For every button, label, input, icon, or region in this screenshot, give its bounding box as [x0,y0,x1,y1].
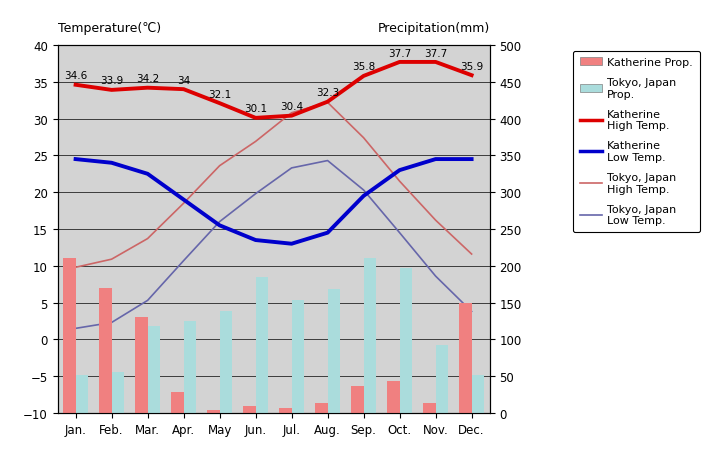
Text: 32.3: 32.3 [316,88,339,98]
Text: 33.9: 33.9 [100,76,123,86]
Text: 35.9: 35.9 [460,62,483,72]
Bar [315,403,328,413]
Bar [184,321,196,413]
Bar [436,345,448,413]
Bar [171,392,184,413]
Text: 30.4: 30.4 [280,102,303,112]
Bar [387,381,400,413]
Bar [423,403,436,413]
Text: 32.1: 32.1 [208,90,231,100]
Text: 30.1: 30.1 [244,104,267,114]
Text: 37.7: 37.7 [388,48,411,58]
Bar [459,303,472,413]
Bar [351,386,364,413]
Text: 34.6: 34.6 [64,71,87,81]
Bar [135,318,148,413]
Text: 34: 34 [177,76,190,85]
Bar [99,288,112,413]
Bar [243,406,256,413]
Bar [328,290,340,413]
Bar [220,312,232,413]
Text: 37.7: 37.7 [424,48,447,58]
Bar [400,269,412,413]
Text: Temperature(℃): Temperature(℃) [58,22,161,35]
Legend: Katherine Prop., Tokyo, Japan
Prop., Katherine
High Temp., Katherine
Low Temp., : Katherine Prop., Tokyo, Japan Prop., Kat… [573,51,700,232]
Text: Precipitation(mm): Precipitation(mm) [377,22,490,35]
Bar [279,408,292,413]
Bar [472,375,484,413]
Text: 34.2: 34.2 [136,74,159,84]
Bar [207,410,220,413]
Bar [63,259,76,413]
Bar [364,259,376,413]
Bar [256,277,268,413]
Bar [112,372,124,413]
Text: 35.8: 35.8 [352,62,375,73]
Bar [148,326,160,413]
Bar [76,375,88,413]
Bar [292,301,304,413]
